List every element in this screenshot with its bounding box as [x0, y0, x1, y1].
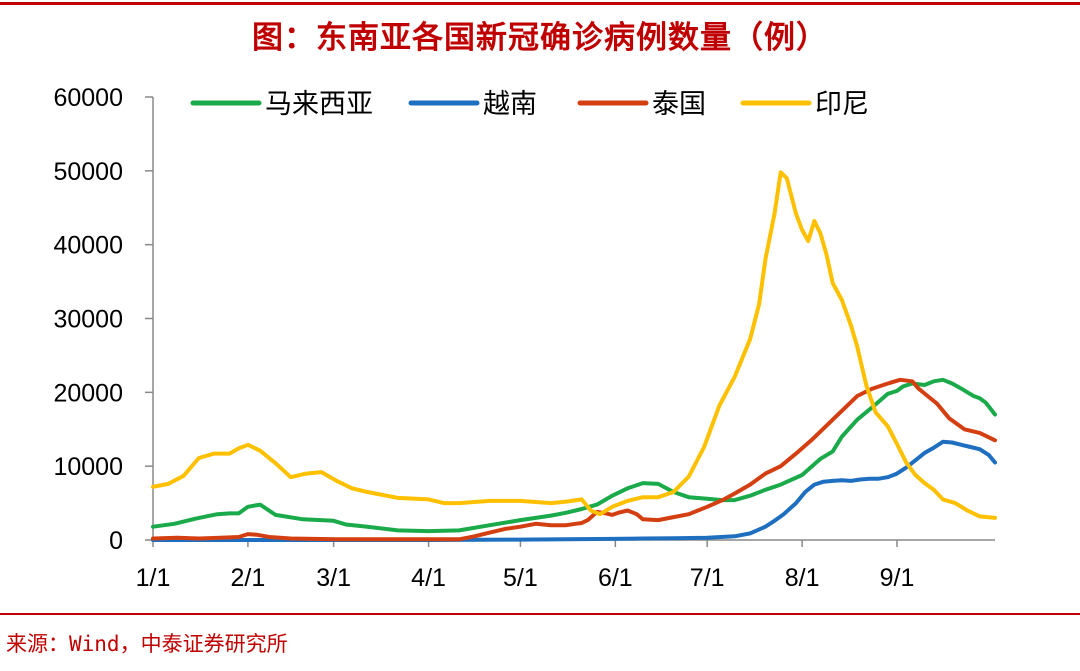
y-tick-label: 30000: [53, 306, 123, 334]
bottom-rule: [0, 613, 1080, 615]
series-line-0: [151, 377, 997, 534]
y-tick-label: 20000: [53, 379, 123, 407]
source-note: 来源：Wind，中泰证券研究所: [6, 632, 288, 656]
legend-label-2: 泰国: [652, 89, 706, 120]
series-line-2: [151, 377, 997, 542]
chart-title: 图：东南亚各国新冠确诊病例数量（例）: [252, 20, 828, 56]
x-tick-label: 3/1: [316, 564, 351, 592]
x-tick-label: 6/1: [598, 564, 633, 592]
legend-label-3: 印尼: [815, 89, 869, 120]
legend-label-0: 马来西亚: [265, 89, 373, 120]
legend-label-1: 越南: [483, 89, 537, 120]
series-line-3: [151, 170, 997, 520]
y-tick-label: 0: [109, 527, 123, 555]
x-tick-label: 4/1: [411, 564, 446, 592]
series-line-1: [151, 439, 997, 542]
y-tick-label: 40000: [53, 232, 123, 260]
legend: 马来西亚 越南 泰国 印尼: [190, 89, 869, 120]
chart: 0 10000 20000 30000 40000 50000 60000 1/1 2/1 3/1…: [53, 84, 997, 592]
x-tick-label: 8/1: [785, 564, 820, 592]
y-tick-label: 10000: [53, 453, 123, 481]
y-tick-label: 60000: [53, 84, 123, 112]
x-tick-label: 1/1: [136, 564, 171, 592]
top-rule: [0, 2, 1080, 5]
axes: 0 10000 20000 30000 40000 50000 60000 1/1 2/1 3/1…: [53, 84, 995, 592]
x-tick-label: 2/1: [231, 564, 266, 592]
y-tick-label: 50000: [53, 158, 123, 186]
x-tick-label: 5/1: [503, 564, 538, 592]
x-tick-label: 9/1: [880, 564, 915, 592]
x-tick-label: 7/1: [690, 564, 725, 592]
series-layer: [151, 170, 997, 542]
